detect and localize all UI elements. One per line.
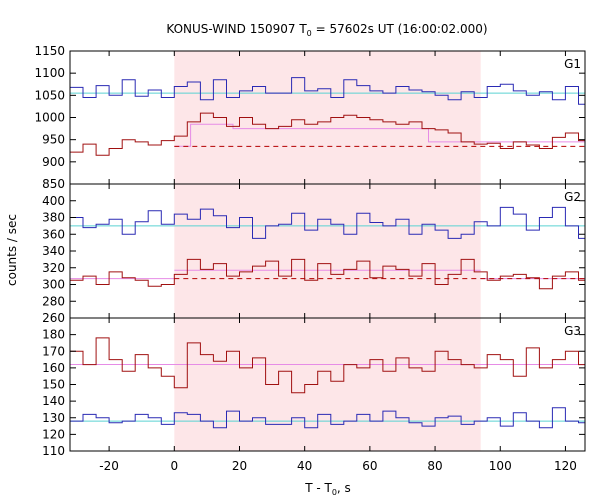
y-tick-label: 150 [42, 378, 65, 392]
series-top-curve [70, 77, 585, 105]
series-bottom-curve [70, 112, 585, 156]
y-tick-label: 140 [42, 394, 65, 408]
panels: 8509009501000105011001150G12602803003203… [34, 44, 586, 473]
panel-label: G1 [564, 57, 581, 71]
y-tick-label: 360 [42, 227, 65, 241]
y-tick-label: 160 [42, 361, 65, 375]
x-tick-label: 40 [297, 459, 312, 473]
x-axis-label-rest: , s [337, 481, 351, 495]
y-axis-label: counts / sec [5, 214, 19, 286]
x-axis-label-main: T - T [304, 481, 332, 495]
y-tick-label: 340 [42, 244, 65, 258]
x-tick-label: 0 [170, 459, 178, 473]
y-tick-label: 1150 [34, 44, 65, 58]
panel-g3: 110 120 130 140 150 160 170 180 G3 [42, 317, 586, 458]
highlight-region [174, 184, 481, 318]
y-tick-label: 850 [42, 177, 65, 191]
y-tick-label: 380 [42, 211, 65, 225]
chart-title-rest: = 57602s UT (16:00:02.000) [312, 22, 488, 36]
y-tick-label: 1100 [34, 66, 65, 80]
chart-title: KONUS-WIND 150907 T0 = 57602s UT (16:00:… [166, 22, 487, 38]
y-tick-label: 400 [42, 194, 65, 208]
highlight-region [174, 318, 481, 451]
y-tick-label: 1050 [34, 88, 65, 102]
panel-g1: 850 900 950 1000 1050 1100 1150 G1 [34, 44, 586, 191]
y-tick-label: 170 [42, 344, 65, 358]
x-tick-labels: -20 0 20 40 60 80 100 120 [99, 459, 577, 473]
panel-label: G3 [564, 324, 581, 338]
y-tick-label: 110 [42, 444, 65, 458]
y-tick-label: 120 [42, 427, 65, 441]
x-tick-label: 120 [554, 459, 577, 473]
y-tick-label: 1000 [34, 111, 65, 125]
panel-label: G2 [564, 190, 581, 204]
y-tick-label: 950 [42, 133, 65, 147]
y-tick-label: 320 [42, 261, 65, 275]
y-tick-label: 180 [42, 328, 65, 342]
x-tick-label: -20 [99, 459, 119, 473]
x-tick-label: 80 [427, 459, 442, 473]
series-bottom-curve [70, 258, 585, 290]
y-tick-label: 130 [42, 411, 65, 425]
x-tick-label: 100 [489, 459, 512, 473]
y-tick-label: 300 [42, 278, 65, 292]
x-tick-label: 20 [232, 459, 247, 473]
y-tick-label: 260 [42, 311, 65, 325]
chart-title-main: KONUS-WIND 150907 T [166, 22, 307, 36]
x-axis-label-subscript: 0 [332, 488, 337, 497]
panel-g2: 260 280 300 320 340 360 380 400 G2 [42, 183, 586, 325]
x-axis-label: T - T0, s [304, 481, 351, 497]
y-tick-label: 280 [42, 294, 65, 308]
x-tick-label: 60 [362, 459, 377, 473]
chart-title-subscript: 0 [307, 29, 312, 38]
series-top-curve [70, 407, 585, 429]
y-tick-label: 900 [42, 155, 65, 169]
series-top-curve [70, 206, 585, 239]
series-bottom-curve [70, 337, 585, 394]
